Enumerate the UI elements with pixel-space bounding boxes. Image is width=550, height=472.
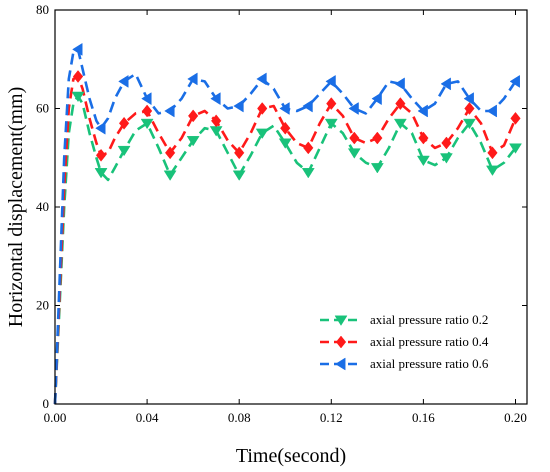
plot-lines (53, 48, 517, 405)
series-1-point (416, 155, 430, 167)
series-1-point (163, 170, 177, 181)
series-1-point (209, 126, 223, 137)
series-1-point (140, 118, 154, 130)
series-2-point (303, 141, 314, 155)
series-3-point (187, 72, 198, 86)
series-2-point (234, 146, 245, 160)
series-2-point (211, 114, 222, 128)
y-tick-label: 20 (36, 298, 49, 313)
series-3-point (325, 74, 336, 88)
series-1-point (370, 163, 384, 174)
x-axis-title: Time(second) (236, 445, 346, 467)
series-line-1 (53, 94, 517, 405)
series-1-point (94, 168, 108, 179)
series-3-point (440, 77, 451, 91)
series-1-point (255, 128, 269, 139)
series-1-point (393, 118, 407, 130)
series-2-point (257, 102, 268, 115)
series-3-point (463, 92, 474, 106)
series-3-point (118, 74, 129, 88)
series-3-point (279, 102, 290, 115)
series-3-point (417, 104, 428, 118)
series-line-3 (53, 48, 517, 405)
series-3-point (72, 42, 83, 56)
legend-label-2: axial pressure ratio 0.4 (370, 334, 489, 349)
series-3-point (164, 104, 175, 118)
series-2-point (395, 97, 406, 110)
series-2-point (141, 104, 153, 118)
y-tick-label: 80 (36, 2, 49, 17)
series-1-point (186, 136, 200, 147)
legend: axial pressure ratio 0.2 axial pressure r… (320, 312, 489, 371)
series-3-point (210, 92, 221, 106)
series-1-point (71, 91, 85, 103)
series-3-point (233, 99, 244, 113)
series-3-point (509, 74, 520, 88)
series-2-point (165, 146, 176, 160)
series-3-point (348, 102, 359, 115)
series-line-2 (53, 75, 517, 405)
series-2-point (188, 109, 199, 123)
series-2-point (349, 131, 360, 145)
x-tick-label: 0.00 (44, 410, 67, 425)
series-1-point (232, 170, 246, 181)
x-tick-label: 0.20 (504, 410, 527, 425)
series-1-point (324, 118, 338, 130)
plot-markers (71, 42, 522, 181)
series-2-point (95, 148, 107, 162)
series-3-point (141, 92, 152, 106)
series-1-point (462, 118, 476, 130)
series-2-point (487, 146, 498, 160)
legend-label-1: axial pressure ratio 0.2 (370, 312, 488, 327)
series-1-point (301, 168, 315, 179)
series-1-point (347, 148, 361, 159)
series-1-point (439, 153, 453, 164)
legend-label-3: axial pressure ratio 0.6 (370, 356, 489, 371)
x-tick-label: 0.16 (412, 410, 435, 425)
x-tick-label: 0.08 (228, 410, 251, 425)
y-axis-ticks: 0 20 40 60 80 (36, 2, 527, 411)
legend-marker-3 (335, 357, 346, 371)
series-2-point (418, 131, 429, 145)
series-3-point (95, 121, 106, 135)
x-tick-label: 0.04 (136, 410, 159, 425)
series-2-point (326, 97, 337, 110)
series-2-point (464, 102, 475, 115)
series-3-point (371, 92, 382, 106)
series-3-point (486, 104, 497, 118)
legend-marker-2 (335, 335, 347, 349)
series-1-point (509, 143, 522, 154)
series-1-point (117, 145, 131, 157)
y-tick-label: 40 (36, 199, 49, 214)
series-2-point (510, 111, 521, 125)
legend-marker-1 (334, 315, 348, 326)
y-tick-label: 60 (36, 101, 49, 116)
y-tick-label: 0 (43, 396, 50, 411)
series-2-point (372, 131, 383, 145)
series-1-point (486, 165, 499, 176)
series-2-point (280, 121, 291, 135)
series-2-point (72, 70, 84, 83)
x-axis-ticks: 0.00 0.04 0.08 0.12 0.16 0.20 (44, 10, 527, 425)
series-3-point (394, 77, 405, 91)
x-tick-label: 0.12 (320, 410, 343, 425)
series-2-point (441, 136, 452, 150)
series-1-point (278, 138, 292, 149)
y-axis-title: Horizontal displacement(mm) (5, 87, 27, 327)
series-2-point (118, 116, 130, 130)
series-3-point (256, 72, 267, 86)
series-3-point (302, 99, 313, 113)
